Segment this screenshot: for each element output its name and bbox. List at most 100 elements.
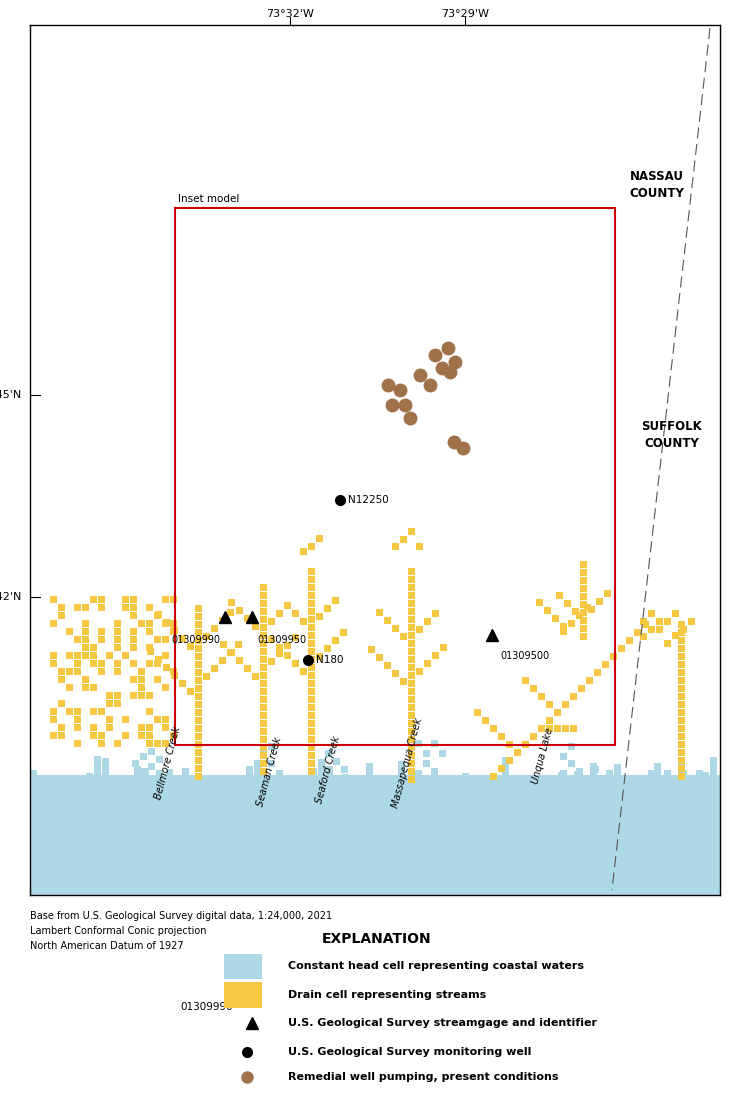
Bar [384,662,391,670]
Bar [534,798,541,895]
Bar [238,811,245,895]
Bar [308,688,315,695]
Bar [182,768,189,895]
Bar [622,789,629,895]
Bar [227,649,234,656]
Bar [114,693,121,699]
Bar [106,652,113,659]
Bar [596,598,603,605]
Bar [90,732,97,740]
Bar [606,770,613,895]
Bar [342,773,349,895]
Bar [562,725,569,732]
Bar [638,808,645,895]
Bar [522,677,529,684]
Bar [350,780,357,895]
Bar [50,715,57,723]
Bar [155,656,162,663]
Bar [560,628,567,635]
Bar [408,632,415,639]
Bar [602,661,609,668]
Bar [308,608,315,615]
Bar [268,657,275,665]
Bar [358,787,365,895]
Bar [634,629,641,636]
Bar [150,806,157,895]
Bar [224,982,262,1008]
Bar [195,605,202,612]
Bar [195,677,202,684]
Bar [578,685,585,693]
Bar [400,633,407,640]
Bar [598,808,605,895]
Bar [696,770,703,777]
Bar [146,740,153,747]
Bar [678,757,685,764]
Bar [174,783,181,895]
Bar [640,633,647,640]
Bar [580,609,587,616]
Bar [588,606,595,613]
Bar [195,670,202,676]
Bar [308,696,315,703]
Bar [568,743,575,750]
Bar [195,613,202,620]
Bar [562,701,569,708]
Bar [510,805,517,895]
Bar [211,665,218,672]
Bar [490,725,497,732]
Bar [544,607,551,614]
Bar [640,778,647,785]
Bar [566,788,573,895]
Bar [220,641,227,648]
Bar [408,600,415,607]
Bar [195,765,202,772]
Bar [584,604,591,612]
Bar [530,685,537,693]
Bar [408,616,415,622]
Bar [130,636,137,643]
Bar [195,733,202,740]
Bar [439,750,446,757]
Bar [678,725,685,732]
Bar [326,767,333,895]
Bar [568,620,575,627]
Bar [318,759,325,895]
Bar [432,652,439,659]
Bar [308,543,315,550]
Bar [462,773,469,895]
Text: 40°42'N: 40°42'N [0,592,22,602]
Bar [260,608,267,615]
Bar [408,744,415,750]
Bar [82,684,89,691]
Bar [74,652,81,659]
Bar [678,670,685,676]
Bar [536,600,543,606]
Bar [546,701,553,708]
Bar [195,773,202,780]
Bar [408,760,415,767]
Bar [276,610,283,617]
Bar [438,803,445,895]
Bar [392,543,399,550]
Text: Base from U.S. Geological Survey digital data, 1:24,000, 2021
Lambert Conformal : Base from U.S. Geological Survey digital… [30,911,332,951]
Bar [254,760,261,895]
Bar [58,700,65,707]
Bar [424,618,431,625]
Bar [592,766,599,773]
Bar [244,615,251,622]
Bar [195,661,202,668]
Bar [366,763,373,895]
Bar [203,673,210,680]
Bar [694,814,701,895]
Bar [678,637,685,644]
Bar [162,620,169,627]
Bar [670,804,677,895]
Bar [325,750,332,757]
Bar [474,709,481,715]
Bar [227,609,234,616]
Bar [678,749,685,756]
Bar [408,768,415,775]
Bar [98,708,105,715]
Bar [284,602,291,609]
